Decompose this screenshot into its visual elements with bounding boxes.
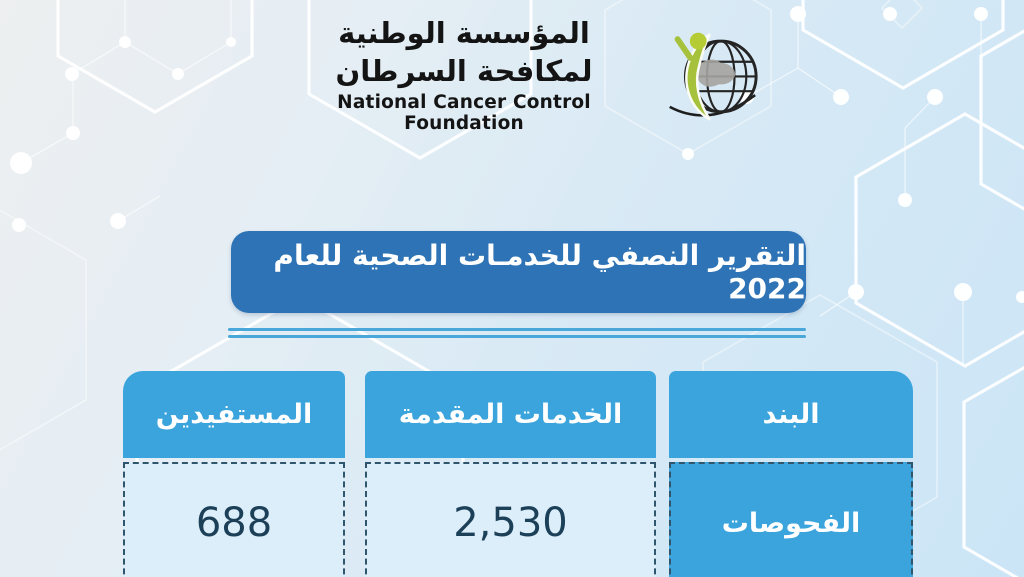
report-title: التقرير النصفي للخدمـات الصحية للعام 202…: [273, 239, 806, 305]
beneficiaries-value: 688: [195, 500, 273, 546]
column-header-item: البند: [669, 371, 913, 458]
services-value: 2,530: [453, 500, 568, 546]
row-item-label: الفحوصات: [721, 507, 861, 539]
column-header-services-label: الخدمات المقدمة: [398, 399, 623, 430]
foundation-logo-text: المؤسسة الوطنية لمكافحة السرطان National…: [278, 15, 650, 133]
foundation-name-arabic: المؤسسة الوطنية لمكافحة السرطان: [335, 16, 593, 88]
divider-line-bottom: [228, 335, 806, 338]
table-row-cell-item: الفحوصات: [669, 462, 913, 577]
column-header-beneficiaries: المستفيدين: [123, 371, 345, 458]
column-header-item-label: البند: [762, 399, 820, 430]
table-row-cell-beneficiaries: 688: [123, 462, 345, 577]
foundation-name-english: National Cancer Control Foundation: [337, 91, 591, 134]
report-title-banner: التقرير النصفي للخدمـات الصحية للعام 202…: [231, 231, 806, 313]
table-row-cell-services: 2,530: [365, 462, 656, 577]
column-header-beneficiaries-label: المستفيدين: [155, 399, 313, 430]
nccf-globe-figure-logo-icon: [669, 32, 758, 121]
foundation-logo: المؤسسة الوطنية لمكافحة السرطان National…: [278, 16, 762, 134]
divider-line-top: [228, 328, 806, 331]
column-header-services: الخدمات المقدمة: [365, 371, 656, 458]
